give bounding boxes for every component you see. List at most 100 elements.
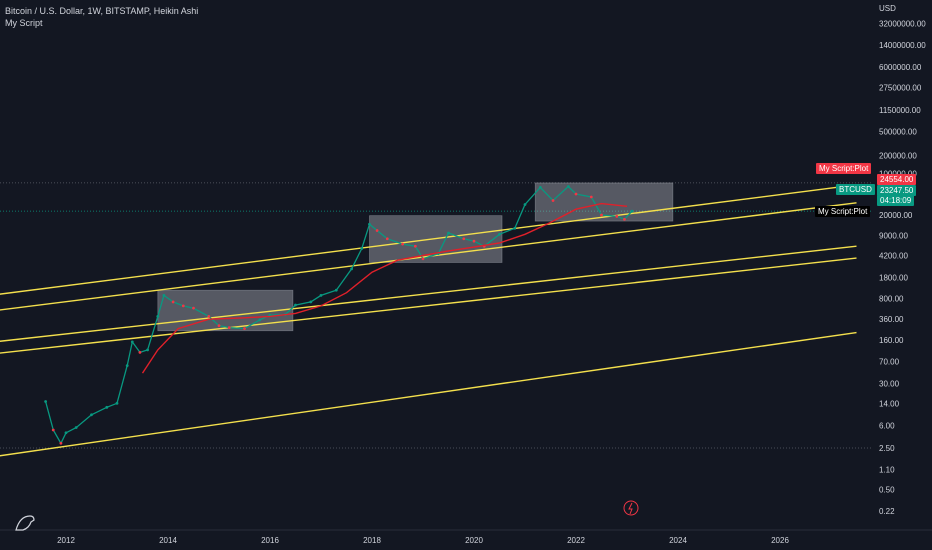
price-point: [513, 226, 517, 230]
price-point: [243, 327, 246, 331]
price-point: [207, 315, 211, 318]
price-point: [334, 288, 338, 292]
price-point: [589, 195, 593, 199]
trendline-1[interactable]: [0, 184, 857, 295]
price-point: [319, 293, 323, 297]
price-point: [44, 400, 47, 403]
price-point: [125, 364, 129, 368]
trendline-4[interactable]: [0, 257, 857, 354]
price-point: [413, 244, 417, 248]
price-point: [51, 428, 55, 432]
price-tick-label: 32000000.00: [879, 20, 926, 29]
price-point: [171, 300, 175, 304]
symbol-title: Bitcoin / U.S. Dollar, 1W, BITSTAMP, Hei…: [5, 6, 199, 16]
bar-countdown-label: 04:18:09: [877, 195, 915, 206]
lightning-icon[interactable]: [623, 500, 639, 516]
price-tick-label: 9000.00: [879, 232, 908, 241]
my-script-plot-red-label: My Script:Plot: [816, 163, 872, 174]
price-point: [574, 192, 578, 196]
price-point: [156, 315, 160, 318]
price-point: [162, 293, 166, 297]
price-point: [217, 324, 221, 328]
price-point: [130, 340, 134, 344]
price-point: [181, 304, 185, 308]
price-tick-label: 6.00: [879, 421, 895, 430]
time-tick-label: 2020: [465, 536, 483, 545]
price-tick-label: 2.50: [879, 444, 895, 453]
price-tick-label: 1.10: [879, 465, 895, 474]
price-point: [615, 214, 619, 218]
price-point: [472, 239, 476, 243]
price-tick-label: 30.00: [879, 380, 900, 389]
price-point: [401, 242, 404, 246]
time-tick-label: 2026: [771, 536, 789, 545]
price-tick-label: 14000000.00: [879, 41, 926, 50]
price-tick-label: 100000.00: [879, 169, 917, 178]
price-point: [192, 306, 195, 310]
trendline-3[interactable]: [0, 245, 857, 342]
dinosaur-logo-icon[interactable]: [15, 515, 35, 531]
price-point: [498, 232, 501, 236]
price-point: [421, 257, 425, 261]
price-tick-label: 200000.00: [879, 151, 917, 160]
price-point: [375, 229, 379, 232]
price-point: [258, 318, 262, 322]
price-tick-label: 70.00: [879, 358, 900, 367]
price-point: [551, 199, 555, 202]
time-tick-label: 2024: [669, 536, 687, 545]
price-point: [115, 401, 119, 405]
time-tick-label: 2022: [567, 536, 585, 545]
price-point: [64, 431, 68, 435]
price-point: [105, 405, 109, 409]
price-point: [630, 209, 634, 213]
time-tick-label: 2016: [261, 536, 279, 545]
price-point: [294, 303, 297, 307]
price-tick-label: 6000000.00: [879, 63, 922, 72]
my-script-plot-label: My Script:Plot: [815, 206, 871, 217]
btcusd-price-label: 23247.50: [877, 185, 917, 196]
price-point: [146, 348, 150, 352]
price-point: [462, 237, 466, 241]
my-script-plot-line: [141, 202, 628, 374]
trendline-5[interactable]: [0, 331, 857, 457]
price-point: [138, 350, 142, 354]
chart-legend: Bitcoin / U.S. Dollar, 1W, BITSTAMP, Hei…: [5, 5, 198, 29]
price-point: [227, 326, 231, 329]
price-axis-unit: USD: [879, 4, 896, 13]
price-tick-label: 800.00: [879, 294, 904, 303]
time-tick-label: 2018: [363, 536, 381, 545]
price-point: [600, 213, 603, 217]
time-tick-label: 2012: [57, 536, 75, 545]
indicator-name[interactable]: My Script: [5, 18, 43, 28]
time-tick-label: 2014: [159, 536, 177, 545]
price-tick-label: 1800.00: [879, 273, 908, 282]
red-price-label: 24554.00: [877, 174, 917, 185]
price-point: [623, 217, 626, 221]
range-box-1[interactable]: [157, 289, 294, 332]
price-tick-label: 0.22: [879, 507, 895, 516]
price-tick-label: 20000.00: [879, 211, 913, 220]
price-point: [385, 237, 389, 241]
price-point: [368, 222, 371, 226]
price-point: [538, 185, 542, 189]
price-point: [90, 413, 93, 417]
lightning-glyph: [628, 502, 633, 515]
price-tick-label: 4200.00: [879, 251, 908, 260]
price-point: [566, 185, 570, 188]
price-point: [447, 231, 450, 235]
price-point: [74, 426, 78, 429]
price-tick-label: 2750000.00: [879, 83, 922, 92]
price-point: [360, 247, 364, 250]
trendline-2[interactable]: [0, 202, 857, 311]
price-tick-label: 0.50: [879, 486, 895, 495]
price-tick-label: 500000.00: [879, 128, 917, 137]
btcusd-symbol-label: BTCUSD: [836, 184, 875, 195]
price-tick-label: 14.00: [879, 399, 900, 408]
price-tick-label: 1150000.00: [879, 106, 921, 115]
price-tick-label: 360.00: [879, 315, 904, 324]
price-point: [59, 441, 63, 445]
price-point: [523, 203, 527, 206]
price-point: [309, 300, 313, 304]
price-tick-label: 160.00: [879, 336, 904, 345]
